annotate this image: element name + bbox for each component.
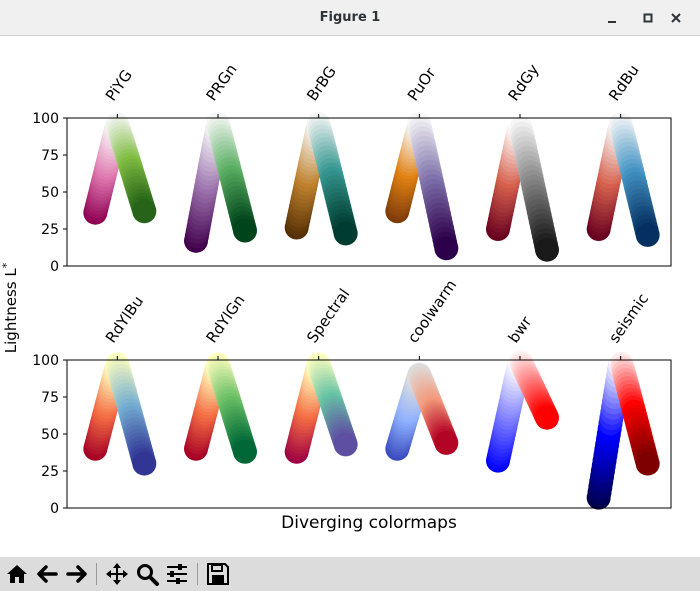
colormap-label-RdGy: RdGy xyxy=(505,61,543,105)
y-tick-label: 100 xyxy=(32,111,59,127)
data-point xyxy=(434,236,459,261)
data-point xyxy=(233,439,257,464)
colormap-label-RdYlGn: RdYlGn xyxy=(203,291,249,346)
colormap-label-PiYG: PiYG xyxy=(102,66,136,104)
y-tick-label: 75 xyxy=(41,148,59,164)
colormap-label-seismic: seismic xyxy=(605,290,652,346)
subplot-1: PiYG PRGn BrBG PuOr RdGy RdBu 0 25 50 75 100 xyxy=(32,61,672,275)
minimize-icon[interactable] xyxy=(600,6,624,30)
colormap-label-bwr: bwr xyxy=(505,312,536,346)
data-point xyxy=(233,218,257,243)
figure-canvas: Lightness L* Diverging colormaps PiYG PRG… xyxy=(0,61,672,533)
subplot-2: RdYlBu RdYlGn Spectral coolwarm bwr seismic 0 2… xyxy=(32,276,672,517)
series-RdYlBu xyxy=(83,352,157,476)
axes-frame xyxy=(66,359,672,509)
toolbar-separator xyxy=(96,563,97,585)
window-title: Figure 1 xyxy=(319,10,381,25)
colormap-label-coolwarm: coolwarm xyxy=(404,276,460,346)
forward-arrow-icon[interactable] xyxy=(64,561,90,587)
window-titlebar: Figure 1 xyxy=(0,0,700,36)
save-disk-icon[interactable] xyxy=(205,561,231,587)
series-PiYG xyxy=(83,111,157,225)
maximize-icon[interactable] xyxy=(636,6,660,30)
pan-move-icon[interactable] xyxy=(104,561,130,587)
data-point xyxy=(333,221,358,246)
colormap-label-Spectral: Spectral xyxy=(303,285,353,346)
series-PuOr xyxy=(385,111,459,261)
series-coolwarm xyxy=(385,362,459,461)
data-point xyxy=(132,451,157,476)
data-point xyxy=(132,199,157,224)
series-RdBu xyxy=(586,111,660,247)
data-point xyxy=(535,405,559,430)
home-icon[interactable] xyxy=(4,561,30,587)
series-Spectral xyxy=(284,352,358,464)
series-RdYlGn xyxy=(184,352,257,464)
series-BrBG xyxy=(284,111,358,246)
y-tick-label: 100 xyxy=(32,353,59,369)
toolbar-separator xyxy=(197,563,198,585)
y-tick-label: 75 xyxy=(41,390,59,406)
configure-subplots-icon[interactable] xyxy=(164,561,190,587)
y-tick-label: 0 xyxy=(50,501,59,517)
colormap-label-RdBu: RdBu xyxy=(605,61,643,104)
y-tick-label: 0 xyxy=(50,259,59,275)
y-axis-label: Lightness L* xyxy=(0,262,20,353)
data-point xyxy=(635,222,660,247)
data-point xyxy=(333,432,358,457)
colormap-label-BrBG: BrBG xyxy=(303,63,340,105)
y-tick-label: 25 xyxy=(41,222,59,238)
data-point xyxy=(535,237,559,262)
series-bwr xyxy=(486,348,559,473)
series-PRGn xyxy=(184,111,257,253)
y-tick-label: 25 xyxy=(41,464,59,480)
y-tick-label: 50 xyxy=(41,185,59,201)
navigation-toolbar xyxy=(0,557,700,591)
colormap-label-PuOr: PuOr xyxy=(404,64,440,105)
colormap-label-RdYlBu: RdYlBu xyxy=(102,292,147,346)
series-seismic xyxy=(586,348,660,510)
data-point xyxy=(434,430,459,455)
zoom-magnifier-icon[interactable] xyxy=(134,561,160,587)
colormap-label-PRGn: PRGn xyxy=(203,61,241,105)
close-icon[interactable] xyxy=(664,6,688,30)
series-RdGy xyxy=(486,111,559,262)
back-arrow-icon[interactable] xyxy=(34,561,60,587)
x-axis-label: Diverging colormaps xyxy=(281,513,457,533)
data-point xyxy=(635,451,660,476)
y-tick-label: 50 xyxy=(41,427,59,443)
axes-frame xyxy=(66,117,672,267)
